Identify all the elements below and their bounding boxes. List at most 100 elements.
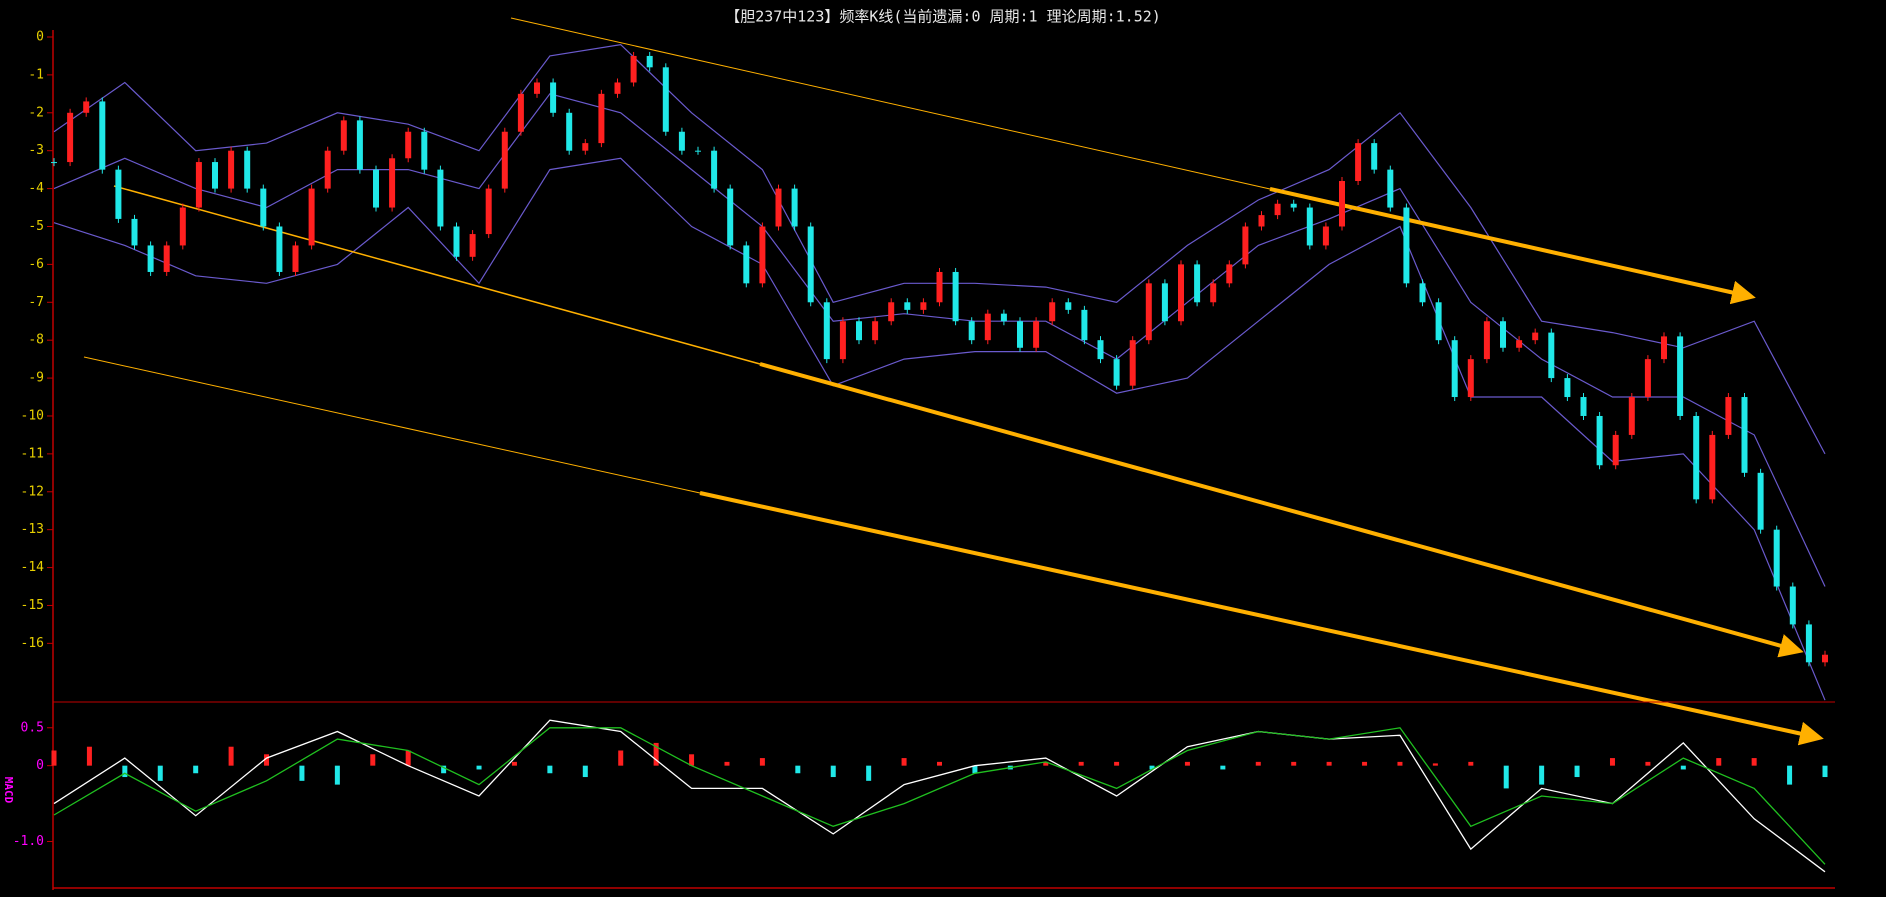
candle <box>373 169 379 208</box>
candle <box>1113 359 1120 386</box>
candle <box>1500 321 1506 348</box>
candle <box>1419 283 1426 303</box>
band-line <box>53 93 1826 587</box>
candle <box>566 112 573 151</box>
candle <box>83 101 90 113</box>
y-tick-label: -5 <box>28 219 44 234</box>
candle <box>1210 283 1217 303</box>
candle <box>839 321 846 360</box>
y-tick-label: -14 <box>21 560 45 575</box>
candle <box>807 226 814 303</box>
candle <box>1757 472 1764 530</box>
candle <box>1097 340 1104 360</box>
candle <box>1725 397 1732 435</box>
candle <box>276 226 283 272</box>
candle <box>582 143 589 151</box>
candle <box>1290 203 1297 208</box>
macd-bar <box>1184 761 1190 766</box>
trend-arrow <box>759 362 1804 658</box>
macd-bar <box>1574 765 1580 778</box>
candle <box>1580 397 1587 416</box>
candle <box>389 158 396 208</box>
y-tick-label: -10 <box>21 408 44 423</box>
candle <box>920 302 927 310</box>
candle <box>1194 264 1201 303</box>
candle <box>1451 340 1458 398</box>
candle <box>1532 332 1539 341</box>
candle <box>695 150 701 152</box>
macd-bar <box>724 761 730 766</box>
candle <box>1661 336 1667 360</box>
macd-bar <box>511 761 517 766</box>
macd-bar <box>866 765 872 781</box>
candle <box>1000 313 1007 322</box>
candle <box>131 218 138 246</box>
candle <box>260 188 267 227</box>
candle <box>662 67 669 132</box>
trend-line <box>510 17 1271 190</box>
macd-bar <box>1716 758 1722 766</box>
candle <box>759 226 766 284</box>
y-tick-label: -1 <box>28 67 44 82</box>
macd-bar <box>1468 761 1474 766</box>
macd-bar <box>1114 761 1120 766</box>
trend-arrow <box>699 491 1824 746</box>
candle <box>872 321 879 341</box>
macd-bar <box>972 765 978 774</box>
candle <box>1161 283 1168 322</box>
trend-line <box>113 185 761 365</box>
macd-bar <box>157 765 163 781</box>
y-tick-label: -12 <box>21 484 44 499</box>
trend-lines <box>83 17 1824 746</box>
candle <box>1017 321 1023 348</box>
macd-bar <box>228 746 234 766</box>
candle <box>1628 397 1635 435</box>
candle <box>453 226 460 257</box>
y-tick-label: -6 <box>28 257 44 272</box>
macd-bar <box>1149 765 1155 770</box>
candle <box>244 150 251 189</box>
macd-bar <box>759 758 765 766</box>
candle <box>1612 434 1619 466</box>
macd-bar <box>1043 761 1049 766</box>
candle <box>1435 302 1442 341</box>
macd-bar <box>795 765 801 774</box>
candle <box>356 120 363 170</box>
macd-bar <box>1787 765 1793 785</box>
y-tick-label: -7 <box>28 295 44 310</box>
macd-bar <box>1822 765 1828 778</box>
macd-bar <box>1255 761 1261 766</box>
candle <box>1339 181 1345 227</box>
candle <box>469 234 476 257</box>
macd-bar <box>1680 765 1686 770</box>
candle <box>1677 336 1684 416</box>
candle <box>1693 415 1700 500</box>
candle <box>1306 207 1313 246</box>
macd-bar <box>1397 761 1403 766</box>
macd-bar <box>1645 761 1651 766</box>
candle <box>1403 207 1410 284</box>
macd-bar <box>51 750 57 766</box>
macd-bar <box>405 750 411 766</box>
macd-bar <box>937 761 942 766</box>
macd-bar <box>1432 763 1438 766</box>
candle <box>727 188 734 246</box>
y-tick-label: -8 <box>28 333 44 348</box>
candle <box>904 302 911 310</box>
candle <box>1822 654 1828 663</box>
macd-bar <box>334 765 340 785</box>
candle <box>711 150 718 189</box>
candle <box>1596 415 1603 466</box>
candle <box>1049 302 1056 322</box>
candle <box>678 131 685 151</box>
candle <box>630 55 637 83</box>
candle <box>1081 309 1088 341</box>
candle <box>1355 143 1362 182</box>
macd-bar <box>1503 765 1509 789</box>
macd-line <box>53 719 1826 873</box>
macd-bar <box>618 750 624 766</box>
candle <box>324 150 331 189</box>
y-tick-label: 0 <box>36 758 44 773</box>
